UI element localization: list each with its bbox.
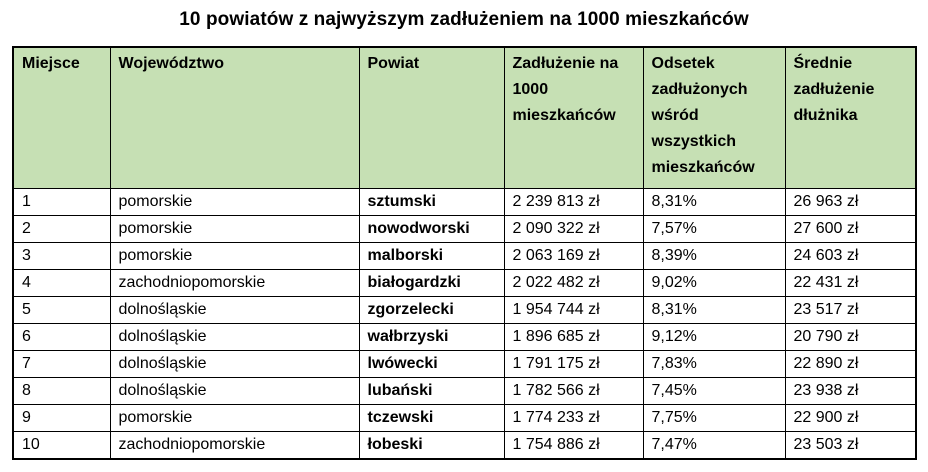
- table-row: 4 zachodniopomorskie białogardzki 2 022 482…: [12, 269, 917, 297]
- table-cell: 1: [12, 188, 111, 216]
- table-cell: zachodniopomorskie: [109, 269, 360, 297]
- column-header: Odsetek zadłużonych wśród wszystkich mie…: [642, 46, 786, 189]
- table-cell: 20 790 zł: [784, 323, 917, 351]
- table-cell: 1 791 175 zł: [503, 350, 644, 378]
- table-row: 7 dolnośląskie lwówecki 1 791 175 zł 7,83% 22…: [12, 350, 917, 378]
- table-row: 9 pomorskie tczewski 1 774 233 zł 7,75% 22 90…: [12, 404, 917, 432]
- table-cell: pomorskie: [109, 188, 360, 216]
- table-cell: 23 517 zł: [784, 296, 917, 324]
- table-cell: dolnośląskie: [109, 377, 360, 405]
- table-cell: 22 431 zł: [784, 269, 917, 297]
- table-cell: 1 954 744 zł: [503, 296, 644, 324]
- table-cell: nowodworski: [358, 215, 505, 243]
- table-row: 8 dolnośląskie lubański 1 782 566 zł 7,45% 23…: [12, 377, 917, 405]
- table-cell: 2 022 482 zł: [503, 269, 644, 297]
- table-cell: 8,39%: [642, 242, 786, 270]
- table-cell: 5: [12, 296, 111, 324]
- table-cell: białogardzki: [358, 269, 505, 297]
- table-cell: 1 896 685 zł: [503, 323, 644, 351]
- table-cell: 27 600 zł: [784, 215, 917, 243]
- table-cell: 2 239 813 zł: [503, 188, 644, 216]
- column-header: Powiat: [358, 46, 505, 189]
- table-cell: 7,83%: [642, 350, 786, 378]
- table-cell: 2 063 169 zł: [503, 242, 644, 270]
- table-cell: 2 090 322 zł: [503, 215, 644, 243]
- table-cell: pomorskie: [109, 215, 360, 243]
- table-cell: zachodniopomorskie: [109, 431, 360, 460]
- table-cell: lwówecki: [358, 350, 505, 378]
- table-cell: 9: [12, 404, 111, 432]
- table-cell: 10: [12, 431, 111, 460]
- table-head: Miejsce Województwo Powiat Zadłużenie na 10…: [12, 46, 917, 189]
- table-cell: pomorskie: [109, 404, 360, 432]
- table-cell: lubański: [358, 377, 505, 405]
- table-row: 6 dolnośląskie wałbrzyski 1 896 685 zł 9,12%…: [12, 323, 917, 351]
- table-cell: 4: [12, 269, 111, 297]
- table-cell: 8: [12, 377, 111, 405]
- debt-table: Miejsce Województwo Powiat Zadłużenie na 10…: [12, 46, 917, 460]
- table-cell: 24 603 zł: [784, 242, 917, 270]
- table-row: 3 pomorskie malborski 2 063 169 zł 8,39% 24 6…: [12, 242, 917, 270]
- table-cell: 22 890 zł: [784, 350, 917, 378]
- column-header: Miejsce: [12, 46, 111, 189]
- table-row: 10 zachodniopomorskie łobeski 1 754 886 zł 7…: [12, 431, 917, 460]
- table-row: 5 dolnośląskie zgorzelecki 1 954 744 zł 8,31…: [12, 296, 917, 324]
- header-row: Miejsce Województwo Powiat Zadłużenie na 10…: [12, 46, 917, 189]
- table-cell: 7,75%: [642, 404, 786, 432]
- table-cell: 26 963 zł: [784, 188, 917, 216]
- table-cell: malborski: [358, 242, 505, 270]
- page-title: 10 powiatów z najwyższym zadłużeniem na …: [179, 9, 749, 30]
- table-row: 1 pomorskie sztumski 2 239 813 zł 8,31% 26 96…: [12, 188, 917, 216]
- table-cell: łobeski: [358, 431, 505, 460]
- table-cell: 7,45%: [642, 377, 786, 405]
- table-cell: dolnośląskie: [109, 350, 360, 378]
- table-cell: 3: [12, 242, 111, 270]
- table-cell: 8,31%: [642, 296, 786, 324]
- table-cell: wałbrzyski: [358, 323, 505, 351]
- table-cell: 9,12%: [642, 323, 786, 351]
- table-cell: 6: [12, 323, 111, 351]
- column-header: Województwo: [109, 46, 360, 189]
- table-cell: tczewski: [358, 404, 505, 432]
- column-header: Średnie zadłużenie dłużnika: [784, 46, 917, 189]
- table-cell: 9,02%: [642, 269, 786, 297]
- column-header: Zadłużenie na 1000 mieszkańców: [503, 46, 644, 189]
- table-row: 2 pomorskie nowodworski 2 090 322 zł 7,57% 27…: [12, 215, 917, 243]
- table-cell: 23 938 zł: [784, 377, 917, 405]
- table-cell: sztumski: [358, 188, 505, 216]
- table-cell: 7,47%: [642, 431, 786, 460]
- table-cell: pomorskie: [109, 242, 360, 270]
- table-cell: 22 900 zł: [784, 404, 917, 432]
- table-cell: dolnośląskie: [109, 296, 360, 324]
- table-cell: zgorzelecki: [358, 296, 505, 324]
- table-cell: 7,57%: [642, 215, 786, 243]
- table-cell: 1 754 886 zł: [503, 431, 644, 460]
- table-cell: 2: [12, 215, 111, 243]
- table-body: 1 pomorskie sztumski 2 239 813 zł 8,31% 26 96…: [12, 188, 917, 460]
- table-cell: 7: [12, 350, 111, 378]
- table-cell: dolnośląskie: [109, 323, 360, 351]
- table-cell: 1 774 233 zł: [503, 404, 644, 432]
- table-cell: 8,31%: [642, 188, 786, 216]
- table-cell: 23 503 zł: [784, 431, 917, 460]
- table-cell: 1 782 566 zł: [503, 377, 644, 405]
